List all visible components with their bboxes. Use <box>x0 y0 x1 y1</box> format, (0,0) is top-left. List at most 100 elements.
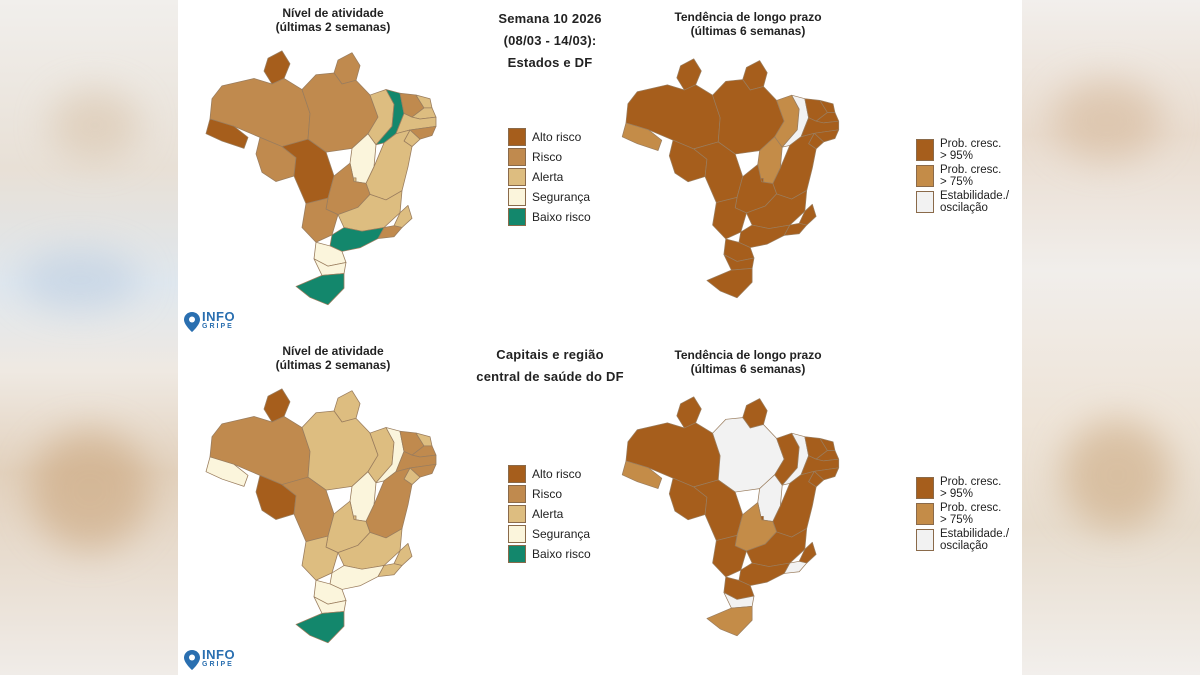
blurred-background-right <box>1022 0 1200 675</box>
legend-swatch <box>508 208 526 226</box>
top-trend-title: Tendência de longo prazo (últimas 6 sema… <box>674 10 822 38</box>
legend-item: Baixo risco <box>508 208 591 226</box>
state-sc <box>723 592 755 609</box>
bottom-activity-title: Nível de atividade (últimas 2 semanas) <box>275 344 391 372</box>
legend-item: Risco <box>508 485 562 503</box>
legend-swatch <box>508 545 526 563</box>
state-ms <box>301 197 339 243</box>
legend-swatch <box>916 503 934 525</box>
legend-label: Segurança <box>532 527 591 541</box>
state-rr <box>263 50 291 85</box>
legend-label: Baixo risco <box>532 547 591 561</box>
legend-activity-top: Alto risco Risco Alerta Segurança Baixo risc… <box>508 128 628 228</box>
map-top-activity <box>205 50 437 306</box>
map-pin-icon <box>184 312 200 332</box>
legend-label: Baixo risco <box>532 210 591 224</box>
logo-line2: GRIPE <box>202 323 234 330</box>
state-es <box>393 205 413 228</box>
map-top-trend <box>621 58 840 299</box>
legend-swatch <box>508 188 526 206</box>
legend-item: Prob. cresc. > 95% <box>916 138 1001 162</box>
map-bottom-activity <box>205 388 437 644</box>
legend-label: Alerta <box>532 507 564 521</box>
state-sc <box>313 596 347 614</box>
legend-label: Prob. cresc. > 95% <box>940 476 1002 500</box>
infographic-panel: Nível de atividade (últimas 2 semanas) S… <box>178 0 1022 675</box>
legend-label: Risco <box>532 487 563 501</box>
legend-swatch <box>508 505 526 523</box>
legend-item: Alerta <box>508 505 563 523</box>
legend-item: Estabilidade./oscilação <box>916 528 1009 552</box>
state-ms <box>301 535 339 581</box>
legend-item: Alto risco <box>508 465 581 483</box>
state-rr <box>263 388 291 423</box>
top-center-title: Semana 10 2026 (08/03 - 14/03): Estados … <box>498 11 602 70</box>
state-rs <box>295 273 345 306</box>
logo-line2: GRIPE <box>202 661 234 668</box>
legend-label: Estabilidade./oscilação <box>940 528 1010 552</box>
legend-label: Risco <box>532 150 563 164</box>
state-ms <box>712 197 747 240</box>
legend-swatch <box>916 191 934 213</box>
legend-swatch <box>916 529 934 551</box>
logo-line1: INFO <box>202 647 236 662</box>
legend-label: Estabilidade./oscilação <box>940 190 1010 214</box>
legend-swatch <box>508 128 526 146</box>
legend-label: Alto risco <box>532 467 582 481</box>
legend-trend-top: Prob. cresc. > 95% Prob. cresc. > 75% Estabi… <box>916 138 1026 218</box>
state-es <box>393 543 413 566</box>
state-rs <box>706 606 753 637</box>
legend-label: Alto risco <box>532 130 582 144</box>
legend-trend-bottom: Prob. cresc. > 95% Prob. cresc. > 75% Estabi… <box>916 476 1026 556</box>
state-rs <box>295 611 345 644</box>
state-ac <box>205 118 249 149</box>
legend-item: Estabilidade./oscilação <box>916 190 1009 214</box>
legend-swatch <box>508 525 526 543</box>
legend-swatch <box>916 477 934 499</box>
state-ac <box>621 122 663 151</box>
state-ac <box>621 460 663 489</box>
logo-line1: INFO <box>202 309 236 324</box>
legend-item: Baixo risco <box>508 545 591 563</box>
legend-item: Prob. cresc. > 95% <box>916 476 1001 500</box>
legend-label: Segurança <box>532 190 591 204</box>
legend-swatch <box>916 165 934 187</box>
legend-item: Segurança <box>508 525 590 543</box>
legend-item: Prob. cresc. > 75% <box>916 164 1001 188</box>
legend-swatch <box>508 465 526 483</box>
state-ac <box>205 456 249 487</box>
legend-swatch <box>508 168 526 186</box>
legend-item: Prob. cresc. > 75% <box>916 502 1001 526</box>
state-ms <box>712 535 747 578</box>
infogripe-logo: INFO GRIPE <box>184 309 236 332</box>
legend-swatch <box>508 148 526 166</box>
state-sp <box>329 565 385 590</box>
state-rs <box>706 268 753 299</box>
legend-swatch <box>916 139 934 161</box>
map-pin-icon <box>184 650 200 670</box>
bottom-center-title: Capitais e região central de saúde do DF <box>476 347 624 384</box>
legend-item: Risco <box>508 148 562 166</box>
blurred-background-left <box>0 0 178 675</box>
map-bottom-trend <box>621 396 840 637</box>
legend-item: Alto risco <box>508 128 581 146</box>
legend-item: Alerta <box>508 168 563 186</box>
state-sp <box>329 227 385 252</box>
legend-activity-bottom: Alto risco Risco Alerta Segurança Baixo risc… <box>508 465 628 565</box>
legend-swatch <box>508 485 526 503</box>
state-sc <box>313 258 347 276</box>
bottom-trend-title: Tendência de longo prazo (últimas 6 sema… <box>674 348 822 376</box>
state-es <box>798 203 817 226</box>
state-es <box>798 541 817 564</box>
state-rr <box>676 58 702 91</box>
legend-label: Prob. cresc. > 75% <box>940 502 1002 526</box>
state-rr <box>676 396 702 429</box>
infogripe-logo: INFO GRIPE <box>184 647 236 670</box>
legend-label: Prob. cresc. > 95% <box>940 138 1002 162</box>
legend-label: Alerta <box>532 170 564 184</box>
state-sc <box>723 254 755 271</box>
top-activity-title: Nível de atividade (últimas 2 semanas) <box>275 6 391 34</box>
legend-label: Prob. cresc. > 75% <box>940 164 1002 188</box>
state-sp <box>738 562 791 586</box>
state-sp <box>738 224 791 248</box>
